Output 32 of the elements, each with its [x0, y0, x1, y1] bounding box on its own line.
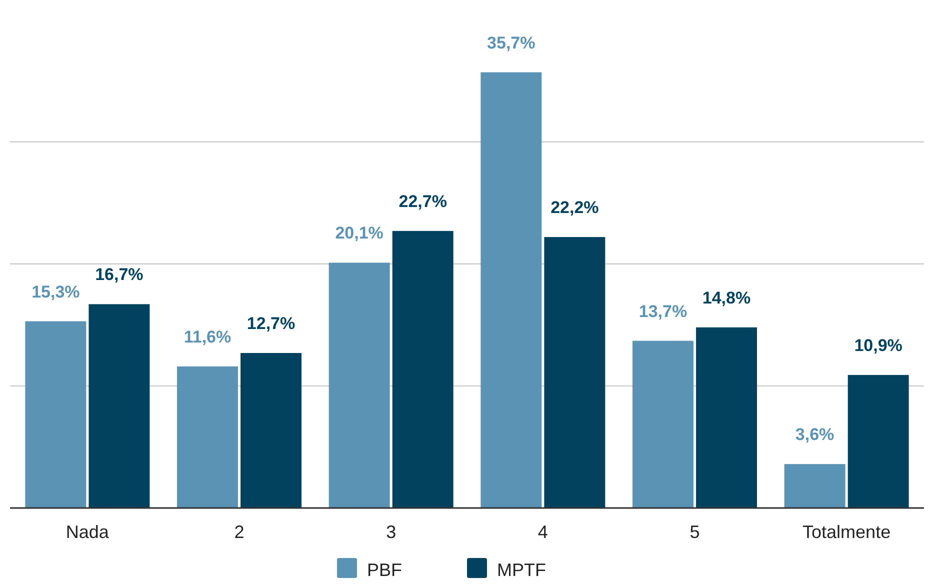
data-label: 22,7% — [398, 192, 447, 211]
x-tick-label: 5 — [690, 522, 700, 542]
bar — [25, 321, 86, 508]
data-label: 20,1% — [335, 224, 384, 243]
legend-label: PBF — [367, 560, 402, 580]
data-label: 15,3% — [32, 282, 80, 302]
bar — [88, 304, 150, 508]
bar — [240, 353, 302, 508]
data-label: 13,7% — [638, 302, 688, 321]
bar — [392, 230, 454, 508]
bar — [632, 340, 694, 508]
x-tick-label: Totalmente — [802, 522, 891, 542]
data-label: 35,7% — [487, 33, 536, 52]
bar — [480, 72, 542, 508]
bar — [177, 366, 238, 508]
data-label: 10,9% — [854, 336, 902, 355]
data-label: 22,2% — [550, 198, 599, 218]
data-label: 3,6% — [795, 425, 834, 444]
x-tick-label: 3 — [386, 522, 396, 542]
data-label: 14,8% — [702, 288, 751, 308]
x-tick-label: 4 — [538, 522, 548, 542]
bar — [848, 374, 909, 508]
bar — [784, 464, 846, 508]
legend-label: MPTF — [497, 560, 546, 580]
data-label: 16,7% — [95, 265, 144, 284]
bar — [328, 262, 390, 508]
bar — [544, 237, 606, 508]
x-tick-label: 2 — [234, 522, 244, 542]
data-label: 11,6% — [184, 327, 232, 346]
bar — [696, 327, 757, 508]
x-tick-label: Nada — [66, 522, 110, 542]
data-label: 12,7% — [246, 314, 296, 333]
